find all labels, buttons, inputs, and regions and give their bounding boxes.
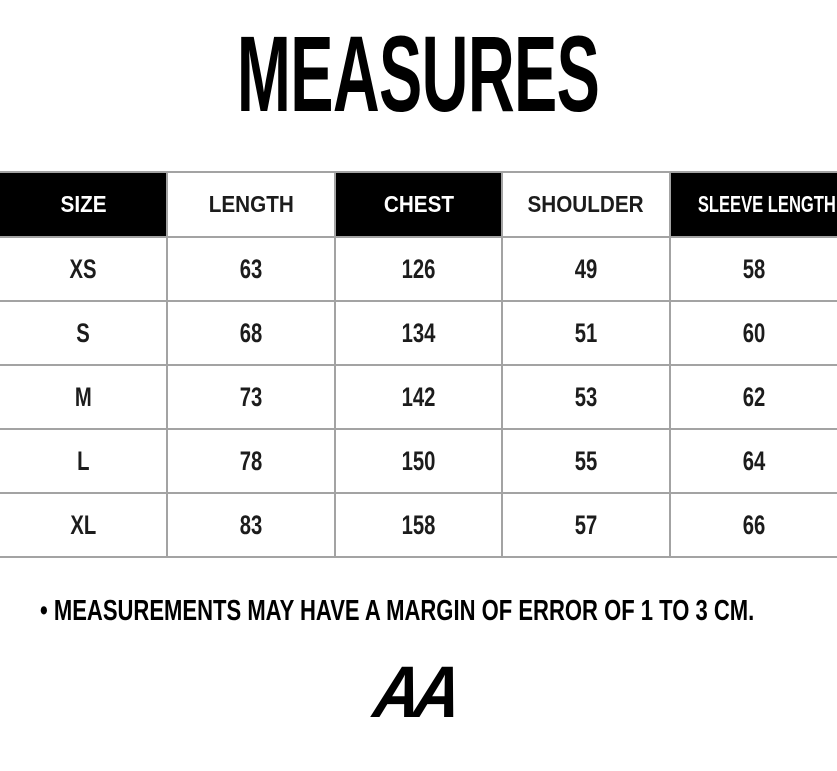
column-header-sleeve-length: SLEEVE LENGTH [668,171,837,238]
table-row-s: S 68 134 51 60 [0,300,837,366]
page-title: MEASURES [0,20,837,128]
cell-length: 63 [166,236,336,302]
cell-sleeve-length: 64 [668,428,837,494]
column-header-length: LENGTH [166,171,336,238]
table-header: SIZE LENGTH CHEST SHOULDER SLEEVE LENGTH [0,171,837,238]
cell-sleeve-length: 58 [668,236,837,302]
column-header-shoulder: SHOULDER [501,171,671,238]
column-header-size: SIZE [0,171,169,238]
cell-size: M [0,364,169,430]
page-title-text: MEASURES [237,13,600,134]
table-header-row: SIZE LENGTH CHEST SHOULDER SLEEVE LENGTH [0,171,837,238]
cell-shoulder: 53 [501,364,671,430]
cell-shoulder: 55 [501,428,671,494]
cell-length: 68 [166,300,336,366]
cell-shoulder: 49 [501,236,671,302]
cell-sleeve-length: 60 [668,300,837,366]
table-row-l: L 78 150 55 64 [0,428,837,494]
cell-sleeve-length: 66 [668,492,837,558]
table-row-m: M 73 142 53 62 [0,364,837,430]
cell-size: XL [0,492,169,558]
cell-chest: 158 [333,492,504,558]
cell-chest: 134 [333,300,504,366]
cell-chest: 142 [333,364,504,430]
cell-size: L [0,428,169,494]
table-row-xs: XS 63 126 49 58 [0,236,837,302]
cell-shoulder: 51 [501,300,671,366]
cell-length: 83 [166,492,336,558]
table-row-xl: XL 83 158 57 66 [0,492,837,558]
cell-size: XS [0,236,169,302]
cell-length: 78 [166,428,336,494]
margin-of-error-note: • MEASUREMENTS MAY HAVE A MARGIN OF ERRO… [40,597,837,626]
cell-shoulder: 57 [501,492,671,558]
column-header-chest: CHEST [333,171,504,238]
margin-of-error-note-text: • MEASUREMENTS MAY HAVE A MARGIN OF ERRO… [40,595,755,627]
cell-sleeve-length: 62 [668,364,837,430]
measurements-table: SIZE LENGTH CHEST SHOULDER SLEEVE LENGTH… [0,171,837,558]
brand-logo: AA [0,652,837,733]
cell-length: 73 [166,364,336,430]
cell-chest: 126 [333,236,504,302]
cell-chest: 150 [333,428,504,494]
table-body: XS 63 126 49 58 S 68 134 51 60 M 73 142 … [0,236,837,558]
brand-logo-text: AA [369,652,461,733]
cell-size: S [0,300,169,366]
